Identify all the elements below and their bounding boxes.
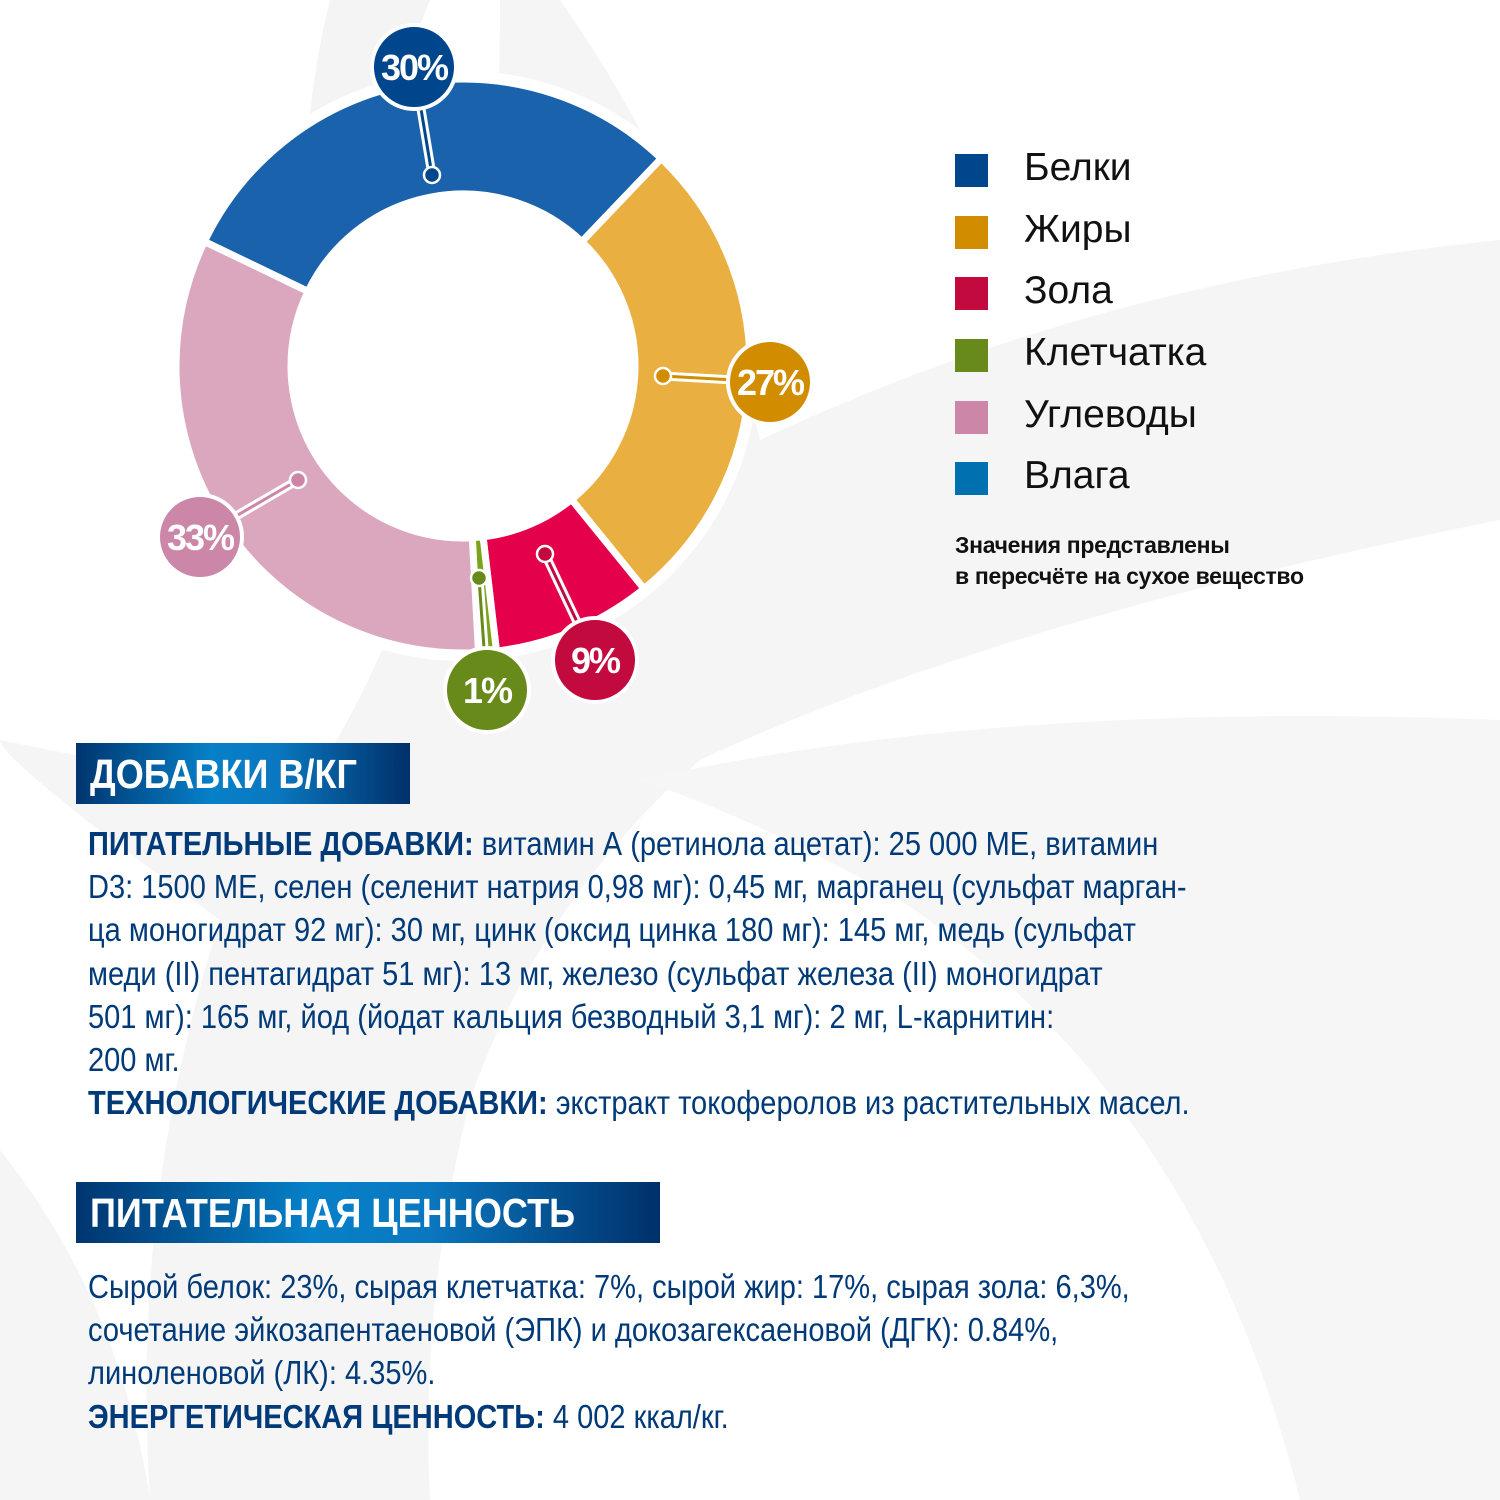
- nutrition-text: Сырой белок: 23%, сырая клетчатка: 7%, с…: [88, 1265, 1272, 1438]
- data-label-bubble: [443, 646, 531, 734]
- text-line: ца моногидрат 92 мг): 30 мг, цинк (оксид…: [88, 908, 1190, 951]
- text-regular: Сырой белок: 23%, сырая клетчатка: 7%, с…: [88, 1268, 1130, 1305]
- text-line: ПИТАТЕЛЬНЫЕ ДОБАВКИ: витамин А (ретинола…: [88, 822, 1190, 865]
- legend-swatch: [955, 277, 988, 310]
- legend-item-protein: Белки: [955, 146, 1355, 190]
- text-bold: ЭНЕРГЕТИЧЕСКАЯ ЦЕННОСТЬ:: [88, 1397, 545, 1435]
- data-label: 33%: [167, 517, 235, 558]
- text-regular: 200 мг.: [88, 1040, 180, 1078]
- callout-dot: [288, 470, 308, 490]
- text-line: 501 мг): 165 мг, йод (йодат кальция безв…: [88, 995, 1190, 1038]
- text-regular: меди (II) пентагидрат 51 мг): 13 мг, жел…: [88, 954, 1103, 992]
- data-label: 27%: [737, 362, 805, 403]
- legend-swatch: [955, 462, 988, 495]
- legend-label: Влага: [1024, 454, 1130, 497]
- text-line: линоленовой (ЛК): 4.35%.: [88, 1351, 1130, 1394]
- text-bold: ТЕХНОЛОГИЧЕСКИЕ ДОБАВКИ:: [88, 1084, 548, 1122]
- donut-chart: 30% 27% 9% 1% 33%: [156, 23, 814, 734]
- legend-label: Зола: [1024, 269, 1113, 312]
- text-regular: сочетание эйкозапентаеновой (ЭПК) и доко…: [88, 1311, 1059, 1349]
- donut-segment-4: [172, 236, 483, 657]
- legend-item-fiber: Клетчатка: [955, 331, 1355, 375]
- legend-item-ash: Зола: [955, 269, 1355, 313]
- callout-dot: [535, 544, 555, 564]
- data-label: 1%: [463, 670, 513, 711]
- legend-item-fat: Жиры: [955, 208, 1355, 252]
- legend-swatch: [955, 216, 988, 249]
- data-label-bubble: [726, 338, 814, 426]
- text-regular: экстракт токоферолов из растительных мас…: [547, 1084, 1190, 1122]
- legend-item-moisture: Влага: [955, 454, 1355, 498]
- legend-swatch: [955, 339, 988, 372]
- data-label-bubble: [370, 23, 458, 111]
- text-bold: ПИТАТЕЛЬНЫЕ ДОБАВКИ:: [88, 825, 474, 862]
- data-label-bubble: [551, 616, 639, 704]
- text-regular: 501 мг): 165 мг, йод (йодат кальция безв…: [88, 997, 1055, 1035]
- text-line: меди (II) пентагидрат 51 мг): 13 мг, жел…: [88, 952, 1190, 995]
- text-line: ЭНЕРГЕТИЧЕСКАЯ ЦЕННОСТЬ: 4 002 ккал/кг.: [88, 1395, 1130, 1438]
- callout-dot: [422, 165, 442, 185]
- text-regular: линоленовой (ЛК): 4.35%.: [88, 1354, 436, 1392]
- legend-label: Жиры: [1024, 208, 1132, 251]
- dry-matter-note: Значения представлены в пересчёте на сух…: [955, 530, 1304, 592]
- legend-label: Клетчатка: [1024, 331, 1207, 374]
- additives-header: ДОБАВКИ В/КГ: [76, 743, 410, 804]
- legend-swatch: [955, 154, 988, 187]
- additives-header-text: ДОБАВКИ В/КГ: [90, 751, 357, 797]
- text-regular: ца моногидрат 92 мг): 30 мг, цинк (оксид…: [88, 911, 1136, 949]
- legend-label: Углеводы: [1024, 393, 1197, 436]
- callout-dot: [469, 568, 489, 588]
- legend-label: Белки: [1024, 146, 1132, 189]
- text-line: 200 мг.: [88, 1038, 1190, 1081]
- text-regular: D3: 1500 МЕ, селен (селенит натрия 0,98 …: [88, 868, 1187, 906]
- text-line: ТЕХНОЛОГИЧЕСКИЕ ДОБАВКИ: экстракт токофе…: [88, 1081, 1190, 1124]
- legend-item-carbs: Углеводы: [955, 393, 1355, 437]
- legend-swatch: [955, 401, 988, 434]
- note-line: в пересчёте на сухое вещество: [955, 563, 1304, 589]
- text-line: Сырой белок: 23%, сырая клетчатка: 7%, с…: [88, 1265, 1130, 1308]
- donut-segment-0: [199, 75, 667, 297]
- additives-text: ПИТАТЕЛЬНЫЕ ДОБАВКИ: витамин А (ретинола…: [88, 822, 1340, 1124]
- note-line: Значения представлены: [955, 532, 1230, 558]
- text-regular: витамин А (ретинола ацетат): 25 000 МЕ, …: [473, 825, 1159, 862]
- nutrition-header: ПИТАТЕЛЬНАЯ ЦЕННОСТЬ: [76, 1182, 660, 1243]
- callout-dot: [653, 366, 673, 386]
- nutrition-header-text: ПИТАТЕЛЬНАЯ ЦЕННОСТЬ: [90, 1190, 576, 1236]
- text-regular: 4 002 ккал/кг.: [544, 1397, 729, 1435]
- data-label-bubble: [156, 493, 244, 581]
- text-line: D3: 1500 МЕ, селен (селенит натрия 0,98 …: [88, 865, 1190, 908]
- data-label: 30%: [381, 47, 449, 88]
- data-label: 9%: [571, 640, 621, 681]
- text-line: сочетание эйкозапентаеновой (ЭПК) и доко…: [88, 1308, 1130, 1351]
